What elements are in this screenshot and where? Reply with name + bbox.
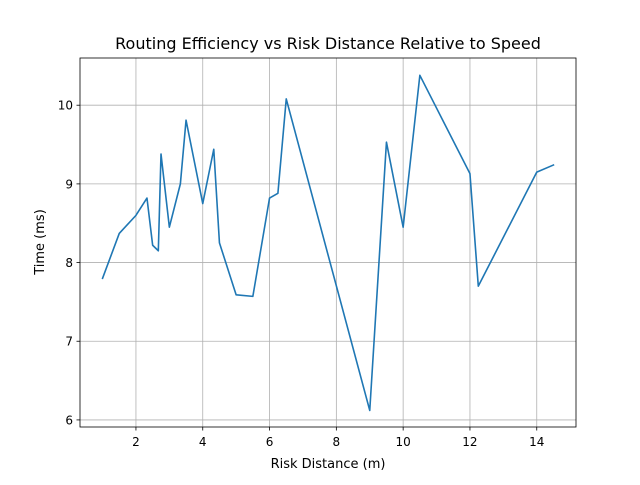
x-tick-label: 4 xyxy=(199,435,207,449)
y-tick-label: 10 xyxy=(58,99,73,113)
x-tick-label: 10 xyxy=(396,435,411,449)
plot-frame xyxy=(79,57,577,428)
y-tick-label: 7 xyxy=(65,335,73,349)
x-tick-label: 6 xyxy=(266,435,274,449)
x-tick-label: 14 xyxy=(529,435,544,449)
series-line xyxy=(101,74,555,412)
x-tick-label: 2 xyxy=(132,435,140,449)
y-tick-label: 8 xyxy=(65,256,73,270)
x-axis-label: Risk Distance (m) xyxy=(271,457,386,472)
y-tick-label: 9 xyxy=(65,177,73,191)
series-layer xyxy=(101,74,555,412)
x-tick-label: 8 xyxy=(333,435,341,449)
x-tick-label: 12 xyxy=(462,435,477,449)
y-axis-label: Time (ms) xyxy=(33,209,48,276)
ticks: 2 4 6 8 10 12 14 6 7 8 9 10 xyxy=(58,99,545,449)
grid xyxy=(80,58,576,427)
y-tick-label: 6 xyxy=(65,413,73,427)
chart-title: Routing Efficiency vs Risk Distance Rela… xyxy=(115,34,541,53)
